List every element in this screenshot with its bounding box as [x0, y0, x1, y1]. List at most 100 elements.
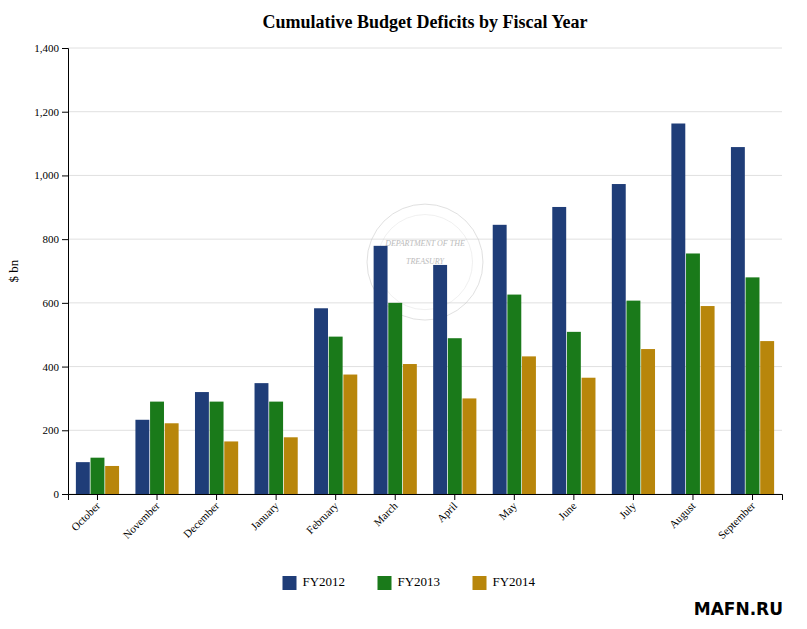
- tick-line: [276, 494, 277, 500]
- bar: [701, 306, 715, 494]
- x-tick: May: [496, 494, 519, 522]
- x-tick: October: [69, 494, 103, 533]
- bar: [255, 383, 269, 494]
- bar: [150, 402, 164, 494]
- bar: [433, 265, 447, 494]
- legend-label: FY2012: [303, 574, 346, 589]
- y-tick: 1,200: [34, 106, 68, 118]
- y-axis: 02004006008001,0001,2001,400: [34, 42, 68, 500]
- legend-swatch: [283, 576, 297, 590]
- bar: [582, 378, 596, 494]
- bar-series: [76, 124, 745, 494]
- axis-domain: [69, 495, 783, 501]
- bar: [210, 402, 224, 494]
- bar: [135, 420, 149, 494]
- y-tick: 1,000: [34, 169, 68, 181]
- tick-line: [62, 367, 68, 368]
- tick-label: July: [617, 499, 639, 521]
- legend-item: FY2014: [473, 574, 536, 590]
- tick-line: [62, 430, 68, 431]
- tick-line: [573, 494, 574, 500]
- x-tick: August: [667, 494, 698, 530]
- legend-swatch: [378, 576, 392, 590]
- bar-series: [105, 306, 774, 494]
- axis-domain: [62, 49, 69, 495]
- bar: [269, 402, 283, 494]
- tick-line: [62, 175, 68, 176]
- bar: [374, 246, 388, 494]
- y-tick: 1,400: [34, 42, 68, 54]
- tick-label: April: [435, 500, 460, 525]
- x-tick: November: [120, 494, 162, 541]
- x-tick: January: [248, 494, 281, 532]
- tick-label: September: [715, 499, 757, 541]
- grid-line: [68, 48, 782, 49]
- x-tick: June: [556, 494, 579, 522]
- tick-label: May: [496, 499, 519, 522]
- tick-label: 0: [54, 488, 60, 500]
- tick-line: [62, 48, 68, 49]
- legend-swatch: [473, 576, 487, 590]
- bar: [641, 349, 655, 494]
- bar: [567, 332, 581, 494]
- seal-text: DEPARTMENT OF THE: [384, 239, 465, 248]
- bar: [403, 364, 417, 494]
- bar: [195, 392, 209, 494]
- tick-label: August: [667, 500, 698, 531]
- x-tick: September: [715, 494, 757, 541]
- seal-text: TREASURY: [406, 257, 446, 266]
- bar: [686, 253, 700, 494]
- x-tick: December: [181, 494, 222, 540]
- bars: [76, 124, 774, 494]
- bar: [224, 441, 238, 494]
- bar: [91, 458, 105, 494]
- tick-label: 1,200: [34, 106, 59, 118]
- x-tick: February: [304, 494, 341, 536]
- bar: [343, 375, 357, 494]
- legend-item: FY2013: [378, 574, 441, 590]
- x-tick: April: [435, 494, 460, 524]
- tick-line: [752, 494, 753, 500]
- tick-line: [216, 494, 217, 500]
- bar: [522, 356, 536, 494]
- legend-label: FY2013: [398, 574, 441, 589]
- tick-line: [692, 494, 693, 500]
- x-axis: October November December January February Ma…: [69, 494, 783, 541]
- tick-line: [62, 494, 68, 495]
- bar: [462, 398, 476, 494]
- bar: [731, 147, 745, 494]
- bar: [388, 303, 402, 494]
- bar: [493, 225, 507, 494]
- y-tick: 200: [43, 424, 69, 436]
- tick-label: 1,000: [34, 169, 59, 181]
- tick-line: [62, 239, 68, 240]
- tick-label: November: [120, 499, 162, 541]
- bar: [760, 341, 774, 494]
- bar: [612, 184, 626, 494]
- tick-line: [633, 494, 634, 500]
- tick-label: October: [69, 499, 103, 533]
- y-tick: 600: [43, 297, 69, 309]
- tick-line: [454, 494, 455, 500]
- bar: [284, 437, 298, 494]
- legend-item: FY2012: [283, 574, 346, 590]
- x-tick: July: [617, 494, 639, 521]
- legend: FY2012 FY2013 FY2014: [283, 574, 536, 590]
- title: Cumulative Budget Deficits by Fiscal Yea…: [263, 12, 588, 32]
- seal-inner: [377, 215, 472, 310]
- y-tick: 0: [54, 488, 69, 500]
- bar: [329, 337, 343, 494]
- tick-line: [335, 494, 336, 500]
- bar: [626, 301, 640, 494]
- bar: [314, 308, 328, 494]
- legend-label: FY2014: [493, 574, 536, 589]
- bar: [552, 207, 566, 494]
- tick-label: January: [248, 499, 281, 532]
- tick-label: 600: [43, 297, 60, 309]
- y-tick: 800: [43, 233, 69, 245]
- tick-label: March: [371, 499, 400, 528]
- tick-line: [62, 303, 68, 304]
- bar: [105, 466, 119, 494]
- grid: [68, 48, 782, 494]
- tick-line: [514, 494, 515, 500]
